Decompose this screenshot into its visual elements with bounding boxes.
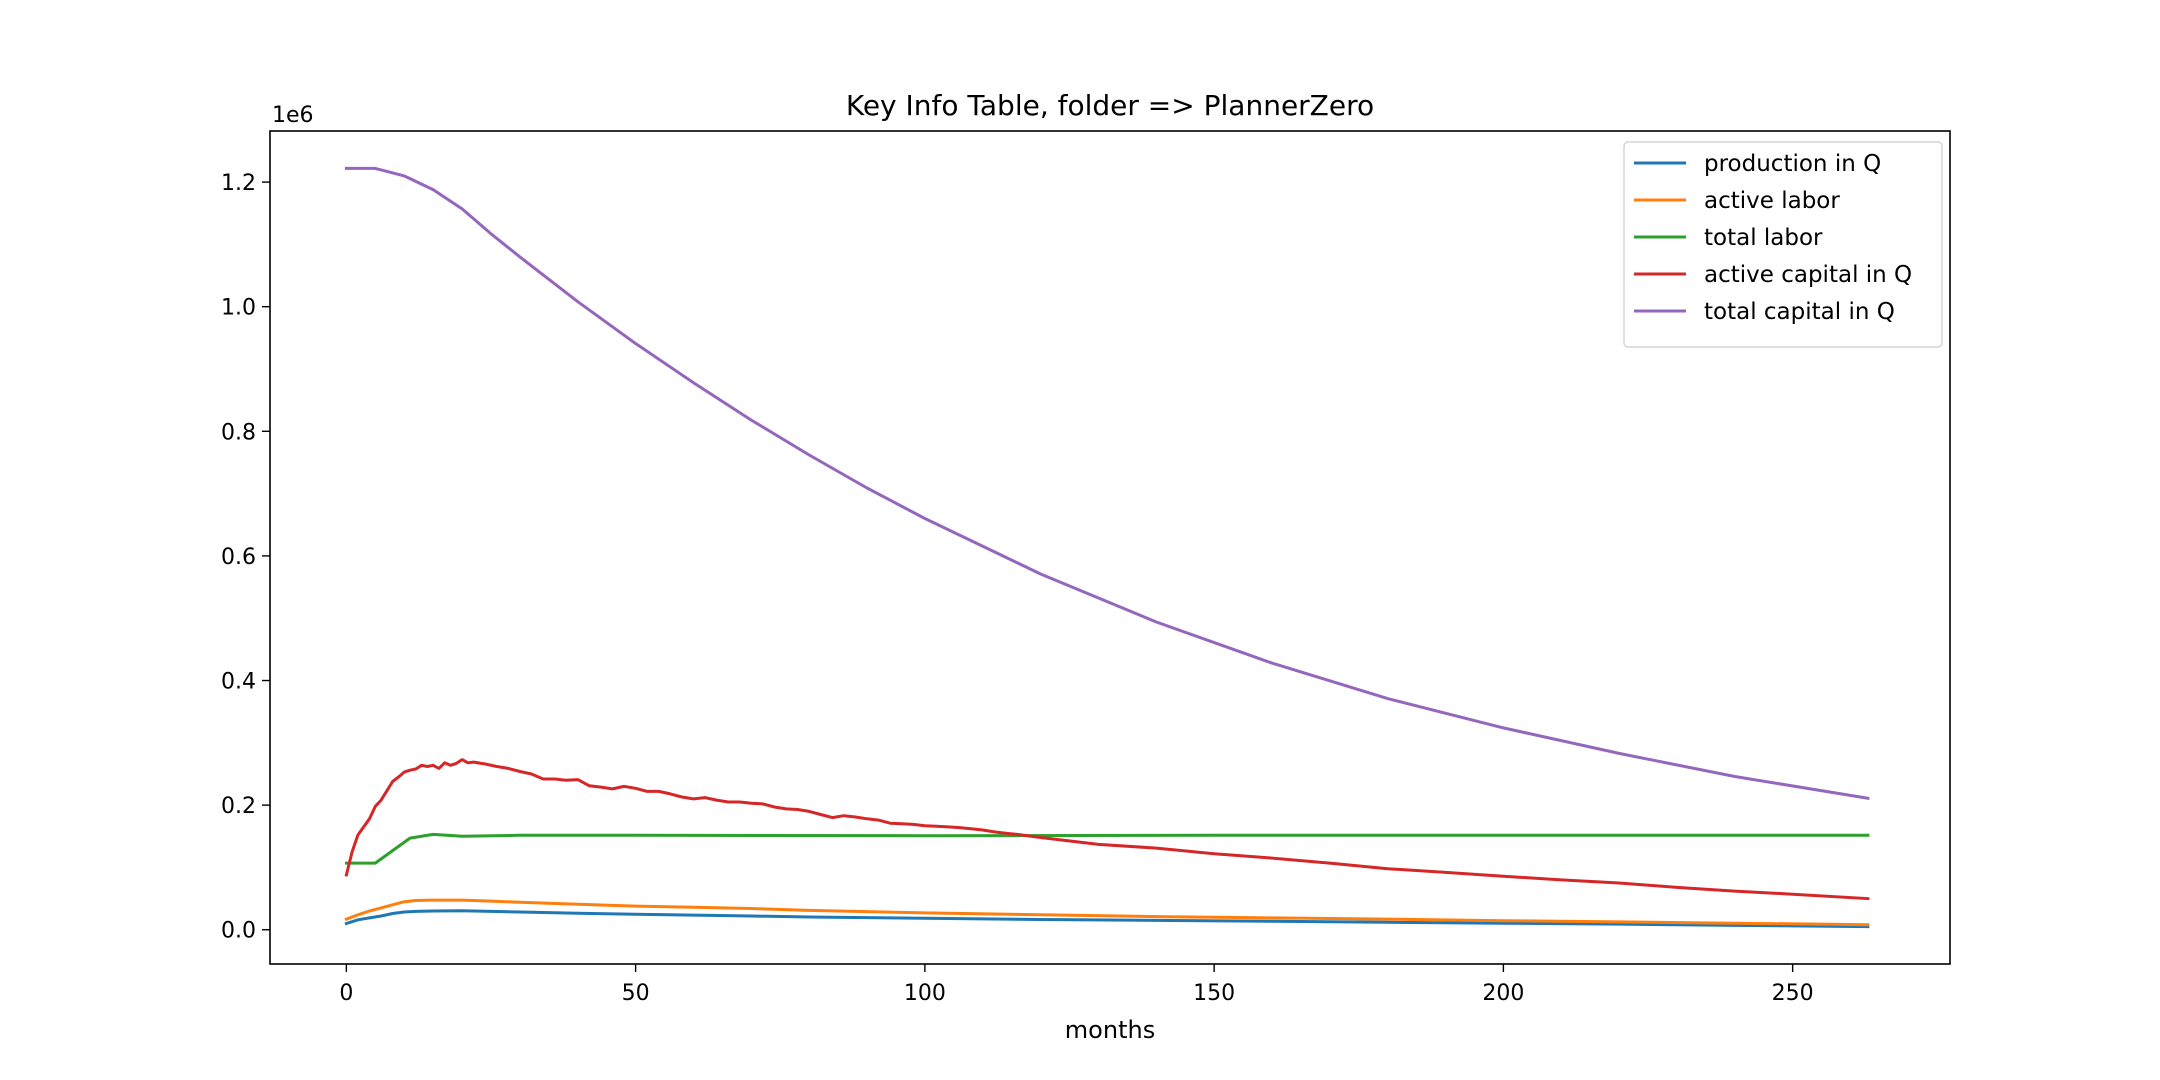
x-tick-label: 100 <box>904 981 946 1006</box>
legend-label: active labor <box>1704 188 1840 214</box>
series-line-0 <box>344 909 1870 929</box>
x-tick-label: 50 <box>622 981 650 1006</box>
x-tick-label: 250 <box>1772 981 1814 1006</box>
y-tick-label: 0.4 <box>221 670 256 695</box>
series-line-2 <box>344 832 1870 865</box>
legend-label: total labor <box>1704 225 1823 251</box>
legend-label: production in Q <box>1704 151 1881 177</box>
x-tick-label: 0 <box>339 981 353 1006</box>
x-tick-label: 150 <box>1193 981 1235 1006</box>
plot-area <box>269 130 1951 965</box>
y-tick-label: 0.6 <box>221 545 256 570</box>
y-tick-label: 0.0 <box>221 919 256 944</box>
x-tick-label: 200 <box>1482 981 1524 1006</box>
x-axis-label: months <box>1065 1016 1155 1044</box>
y-tick-label: 0.2 <box>221 794 256 819</box>
chart-title: Key Info Table, folder => PlannerZero <box>846 89 1374 122</box>
series-lines <box>344 166 1870 929</box>
series-line-3 <box>344 758 1870 901</box>
series-line-1 <box>344 898 1870 927</box>
y-axis: 0.0 0.2 0.4 0.6 0.8 1.0 1.2 <box>221 171 270 944</box>
legend: production in Q active labor total labor ac… <box>1623 141 1943 348</box>
legend-label: total capital in Q <box>1704 299 1895 325</box>
series-line-4 <box>344 166 1870 801</box>
x-axis: 0 50 100 150 200 250 <box>339 964 1814 1006</box>
legend-box <box>1623 141 1943 348</box>
y-tick-label: 0.8 <box>221 420 256 445</box>
y-tick-label: 1.2 <box>221 171 256 196</box>
legend-label: active capital in Q <box>1704 262 1912 288</box>
y-tick-label: 1.0 <box>221 296 256 321</box>
y-axis-offset-text: 1e6 <box>272 103 314 128</box>
